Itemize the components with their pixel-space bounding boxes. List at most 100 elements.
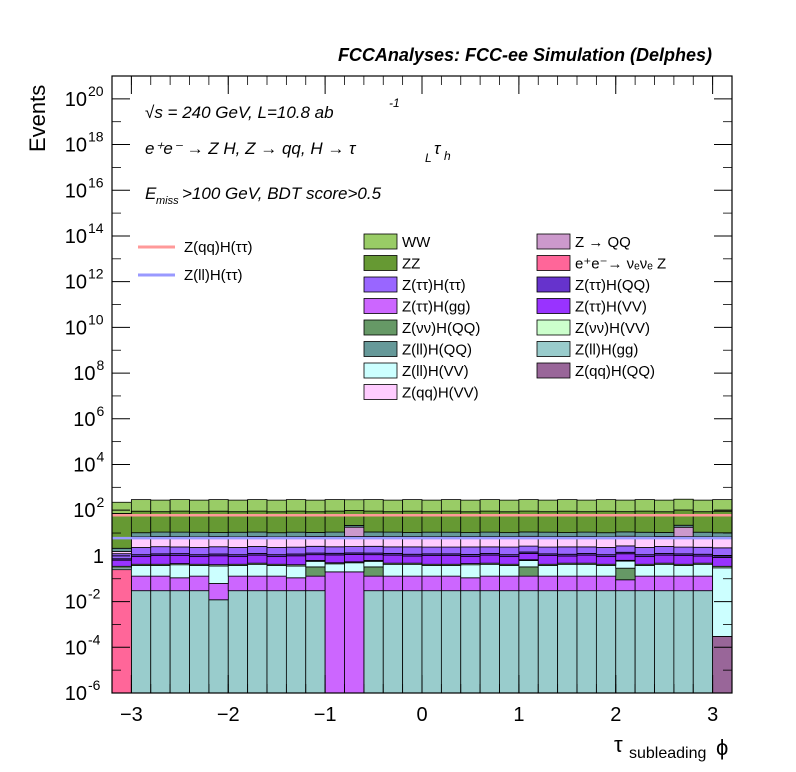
bar — [421, 575, 442, 592]
bar — [634, 547, 655, 556]
bar — [673, 509, 694, 526]
bar — [712, 499, 733, 512]
bar — [576, 554, 597, 564]
bar — [479, 531, 500, 538]
x-axis-label-main: τ — [614, 732, 623, 757]
bar — [130, 547, 152, 556]
bar — [266, 575, 287, 592]
bar — [227, 575, 249, 592]
bar — [537, 531, 559, 538]
bar — [130, 556, 152, 565]
legend-swatch — [363, 276, 398, 293]
bar — [654, 499, 675, 513]
bar — [285, 565, 307, 579]
stacked-histogram — [111, 498, 733, 694]
bar — [692, 555, 714, 564]
bar — [382, 563, 404, 577]
bar — [130, 532, 152, 538]
x-tick-label: 0 — [416, 704, 427, 726]
bar — [208, 546, 229, 555]
bar — [324, 563, 345, 573]
annotation-process-tau2: τ — [434, 139, 442, 158]
legend-entry-z-ll-h-gg: Z(ll)H(gg) — [536, 341, 638, 359]
annotation-cut-rest: >100 GeV, BDT score>0.5 — [182, 184, 382, 203]
x-axis-label-sub: subleading — [629, 745, 706, 762]
bar — [266, 590, 287, 694]
bar — [130, 499, 152, 512]
bar — [169, 499, 190, 512]
bar — [460, 577, 481, 592]
bar — [305, 590, 326, 694]
y-tick-exponent: 14 — [88, 220, 104, 236]
bar — [189, 531, 210, 538]
y-tick-label: 10 — [73, 409, 95, 431]
bar — [576, 563, 597, 577]
bar — [421, 546, 442, 555]
bar — [363, 566, 384, 577]
legend-swatch — [363, 255, 398, 271]
annotation-process-sub2: h — [444, 149, 451, 163]
legend-entry-z-qq-h-qq: Z(qq)H(QQ) — [536, 362, 655, 380]
legend-label: e⁺e⁻→ νₑνₑ Z — [575, 256, 666, 273]
bar — [499, 556, 520, 565]
bar — [421, 590, 442, 694]
bar — [576, 546, 597, 554]
bar — [673, 590, 694, 694]
bar — [227, 565, 249, 577]
legend-entry-z-qq-h: Z(qq)H(ττ) — [138, 239, 253, 256]
y-tick-exponent: -6 — [88, 677, 101, 693]
bar — [324, 546, 345, 554]
bar — [634, 556, 655, 565]
series-z-h-vv — [111, 553, 733, 567]
bar — [247, 531, 268, 537]
bar — [440, 546, 462, 555]
bar — [208, 599, 229, 694]
bar — [499, 590, 520, 694]
bar — [189, 575, 210, 592]
bar — [266, 565, 287, 577]
bar — [479, 575, 500, 592]
bar — [576, 590, 597, 694]
bar — [324, 499, 345, 512]
x-tick-label: 2 — [610, 704, 621, 726]
bar — [595, 547, 617, 556]
series-z-qq-h-qq — [712, 635, 733, 694]
bar — [189, 547, 210, 556]
bar — [402, 575, 423, 592]
bar — [479, 499, 500, 512]
y-tick-label: 1 — [93, 546, 104, 568]
bar — [402, 563, 423, 577]
bar — [227, 556, 249, 565]
bar — [499, 565, 520, 577]
bar — [460, 499, 481, 513]
bar — [382, 575, 404, 592]
bar — [595, 565, 617, 577]
bar — [615, 553, 636, 561]
bar — [208, 532, 229, 537]
bar — [150, 565, 171, 577]
bar — [189, 590, 210, 694]
bar — [460, 564, 481, 579]
bar — [673, 555, 694, 565]
y-tick-label: 10 — [65, 272, 87, 294]
bar — [227, 590, 249, 694]
y-tick-exponent: 18 — [88, 129, 104, 145]
y-tick-label: 10 — [65, 637, 87, 659]
bar — [402, 546, 423, 555]
annotation-energy-sup: -1 — [389, 96, 400, 110]
bar — [518, 531, 539, 537]
legend-swatch — [536, 362, 571, 379]
bar — [557, 563, 578, 577]
bar — [595, 590, 617, 694]
series-z-ll-h-qq — [111, 524, 733, 552]
bar — [344, 562, 365, 573]
bar — [266, 532, 287, 538]
bar — [692, 590, 714, 694]
series-z-ll-h-vv — [111, 560, 733, 637]
bar — [557, 575, 578, 592]
y-tick-label: 10 — [73, 363, 95, 385]
bar — [634, 575, 655, 592]
bar — [634, 565, 655, 577]
bar — [576, 531, 597, 538]
